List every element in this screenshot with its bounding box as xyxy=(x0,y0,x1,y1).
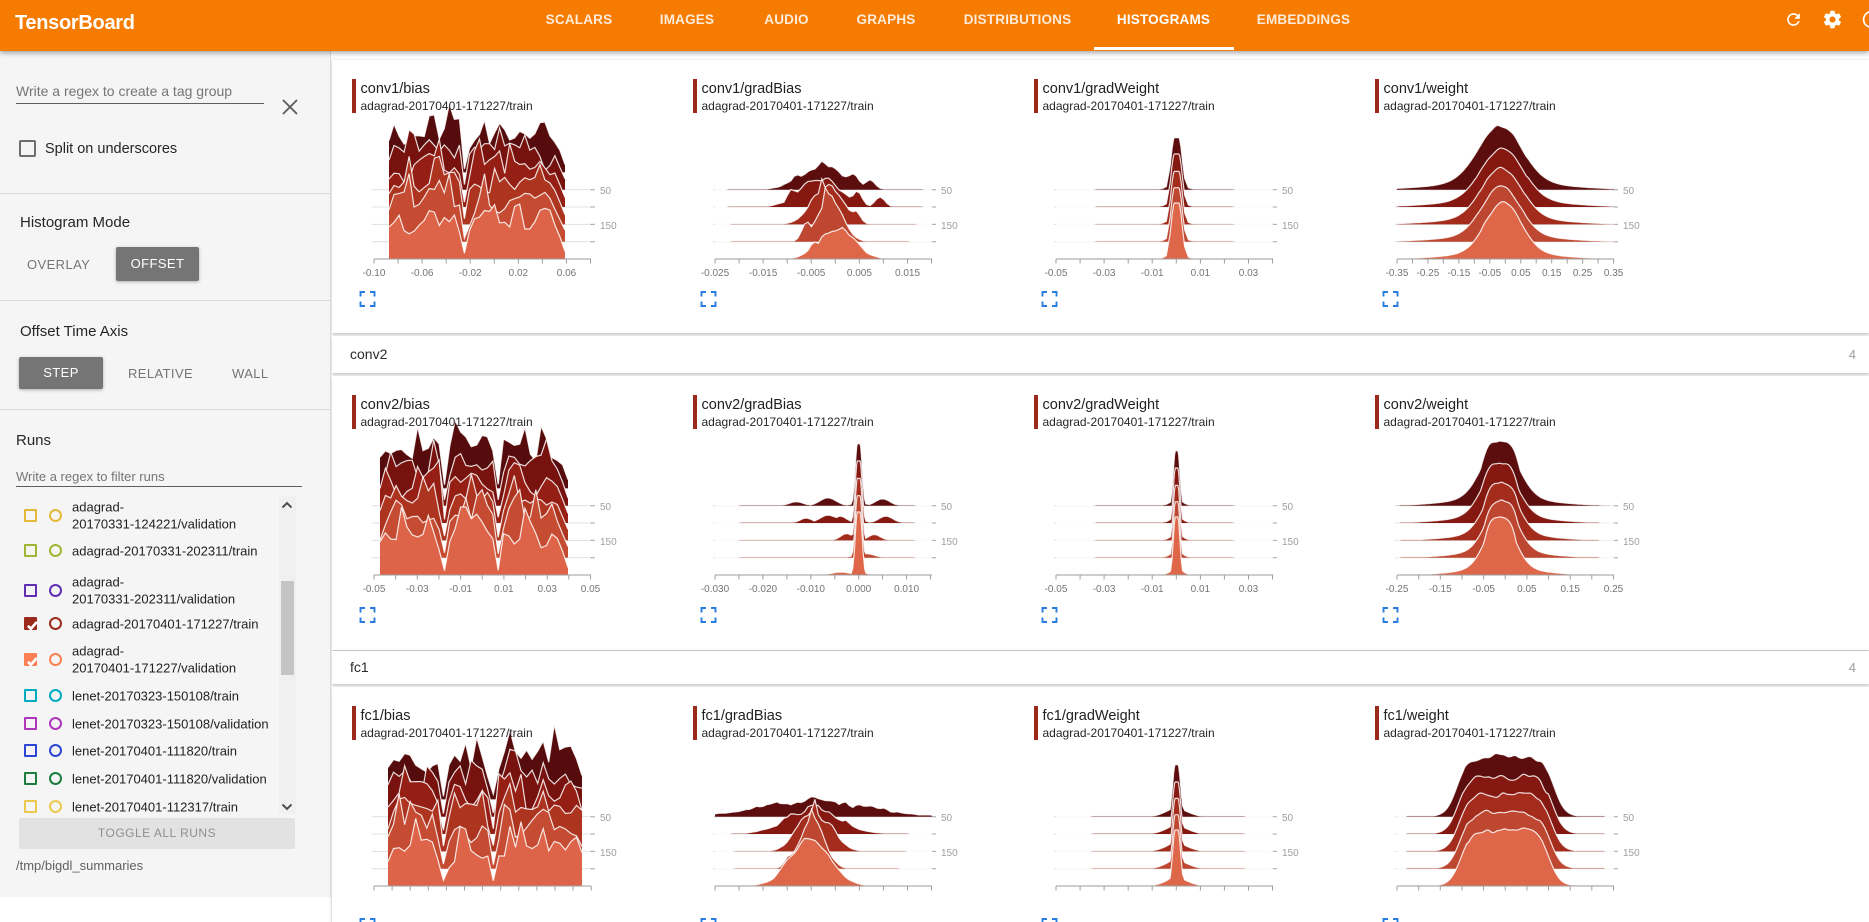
svg-text:50: 50 xyxy=(1282,502,1294,513)
svg-text:-0.005: -0.005 xyxy=(797,268,826,279)
svg-text:-0.10: -0.10 xyxy=(363,268,386,279)
svg-text:-0.05: -0.05 xyxy=(1045,584,1068,595)
svg-text:-0.01: -0.01 xyxy=(449,584,472,595)
svg-text:0.01: 0.01 xyxy=(1191,268,1211,279)
svg-text:-0.025: -0.025 xyxy=(701,268,730,279)
svg-text:50: 50 xyxy=(600,186,612,197)
svg-text:0.03: 0.03 xyxy=(537,584,557,595)
svg-text:50: 50 xyxy=(941,186,953,197)
svg-text:-0.05: -0.05 xyxy=(1472,584,1495,595)
svg-text:-0.03: -0.03 xyxy=(1093,268,1116,279)
svg-text:-0.02: -0.02 xyxy=(459,268,482,279)
svg-text:150: 150 xyxy=(1623,221,1640,232)
svg-text:-0.01: -0.01 xyxy=(1141,584,1164,595)
svg-text:150: 150 xyxy=(1282,221,1299,232)
svg-text:50: 50 xyxy=(941,813,953,824)
svg-text:0.03: 0.03 xyxy=(1239,268,1259,279)
svg-text:150: 150 xyxy=(600,537,617,548)
svg-text:150: 150 xyxy=(600,848,617,859)
svg-text:0.005: 0.005 xyxy=(847,268,872,279)
svg-text:-0.05: -0.05 xyxy=(363,584,386,595)
svg-text:0.05: 0.05 xyxy=(1517,584,1537,595)
svg-text:150: 150 xyxy=(1623,848,1640,859)
svg-text:0.01: 0.01 xyxy=(494,584,514,595)
svg-text:-0.01: -0.01 xyxy=(1141,268,1164,279)
svg-text:0.05: 0.05 xyxy=(1511,268,1531,279)
svg-text:-0.15: -0.15 xyxy=(1448,268,1471,279)
svg-text:-0.020: -0.020 xyxy=(749,584,778,595)
svg-text:0.15: 0.15 xyxy=(1560,584,1580,595)
svg-text:0.35: 0.35 xyxy=(1604,268,1624,279)
svg-text:0.03: 0.03 xyxy=(1239,584,1259,595)
svg-text:150: 150 xyxy=(941,221,958,232)
svg-text:-0.05: -0.05 xyxy=(1478,268,1501,279)
svg-text:50: 50 xyxy=(1282,186,1294,197)
svg-text:50: 50 xyxy=(1623,502,1635,513)
svg-text:-0.015: -0.015 xyxy=(749,268,778,279)
svg-text:150: 150 xyxy=(1282,537,1299,548)
svg-text:150: 150 xyxy=(600,221,617,232)
svg-text:150: 150 xyxy=(941,848,958,859)
svg-text:0.000: 0.000 xyxy=(846,584,871,595)
svg-text:50: 50 xyxy=(600,502,612,513)
svg-text:50: 50 xyxy=(1623,186,1635,197)
svg-text:0.15: 0.15 xyxy=(1542,268,1562,279)
svg-text:0.010: 0.010 xyxy=(894,584,919,595)
svg-text:-0.35: -0.35 xyxy=(1386,268,1409,279)
svg-text:-0.03: -0.03 xyxy=(406,584,429,595)
svg-text:-0.030: -0.030 xyxy=(701,584,730,595)
svg-text:150: 150 xyxy=(1623,537,1640,548)
svg-text:0.25: 0.25 xyxy=(1573,268,1593,279)
svg-text:0.05: 0.05 xyxy=(581,584,601,595)
svg-text:-0.06: -0.06 xyxy=(411,268,434,279)
svg-text:0.06: 0.06 xyxy=(557,268,577,279)
svg-text:50: 50 xyxy=(941,502,953,513)
svg-text:150: 150 xyxy=(941,537,958,548)
svg-text:150: 150 xyxy=(1282,848,1299,859)
svg-text:50: 50 xyxy=(1282,813,1294,824)
svg-text:50: 50 xyxy=(600,813,612,824)
svg-text:50: 50 xyxy=(1623,813,1635,824)
svg-text:-0.25: -0.25 xyxy=(1386,584,1409,595)
svg-text:-0.03: -0.03 xyxy=(1093,584,1116,595)
svg-text:0.01: 0.01 xyxy=(1191,584,1211,595)
svg-text:0.25: 0.25 xyxy=(1604,584,1624,595)
svg-text:-0.15: -0.15 xyxy=(1429,584,1452,595)
svg-text:-0.25: -0.25 xyxy=(1417,268,1440,279)
svg-text:0.02: 0.02 xyxy=(509,268,529,279)
svg-text:-0.05: -0.05 xyxy=(1045,268,1068,279)
svg-text:0.015: 0.015 xyxy=(895,268,920,279)
svg-text:-0.010: -0.010 xyxy=(797,584,826,595)
